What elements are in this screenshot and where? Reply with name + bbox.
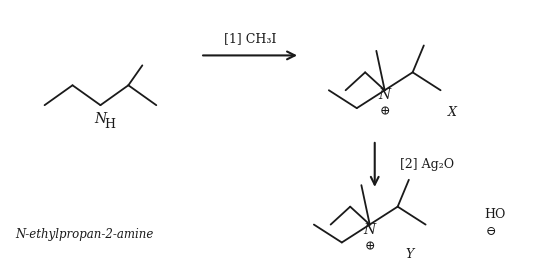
- Text: N: N: [379, 88, 391, 102]
- Text: Y: Y: [406, 248, 414, 261]
- Text: [2] Ag₂O: [2] Ag₂O: [400, 158, 454, 171]
- Text: X: X: [448, 106, 457, 119]
- Text: ⊖: ⊖: [486, 225, 497, 238]
- Text: [1] CH₃I: [1] CH₃I: [224, 32, 276, 45]
- Text: N-ethylpropan-2-amine: N-ethylpropan-2-amine: [16, 228, 154, 241]
- Text: H: H: [104, 118, 115, 131]
- Text: N: N: [364, 223, 376, 237]
- Text: HO: HO: [484, 208, 506, 221]
- Text: ⊕: ⊕: [365, 240, 375, 253]
- Text: ⊕: ⊕: [379, 106, 390, 119]
- Text: N: N: [94, 112, 107, 126]
